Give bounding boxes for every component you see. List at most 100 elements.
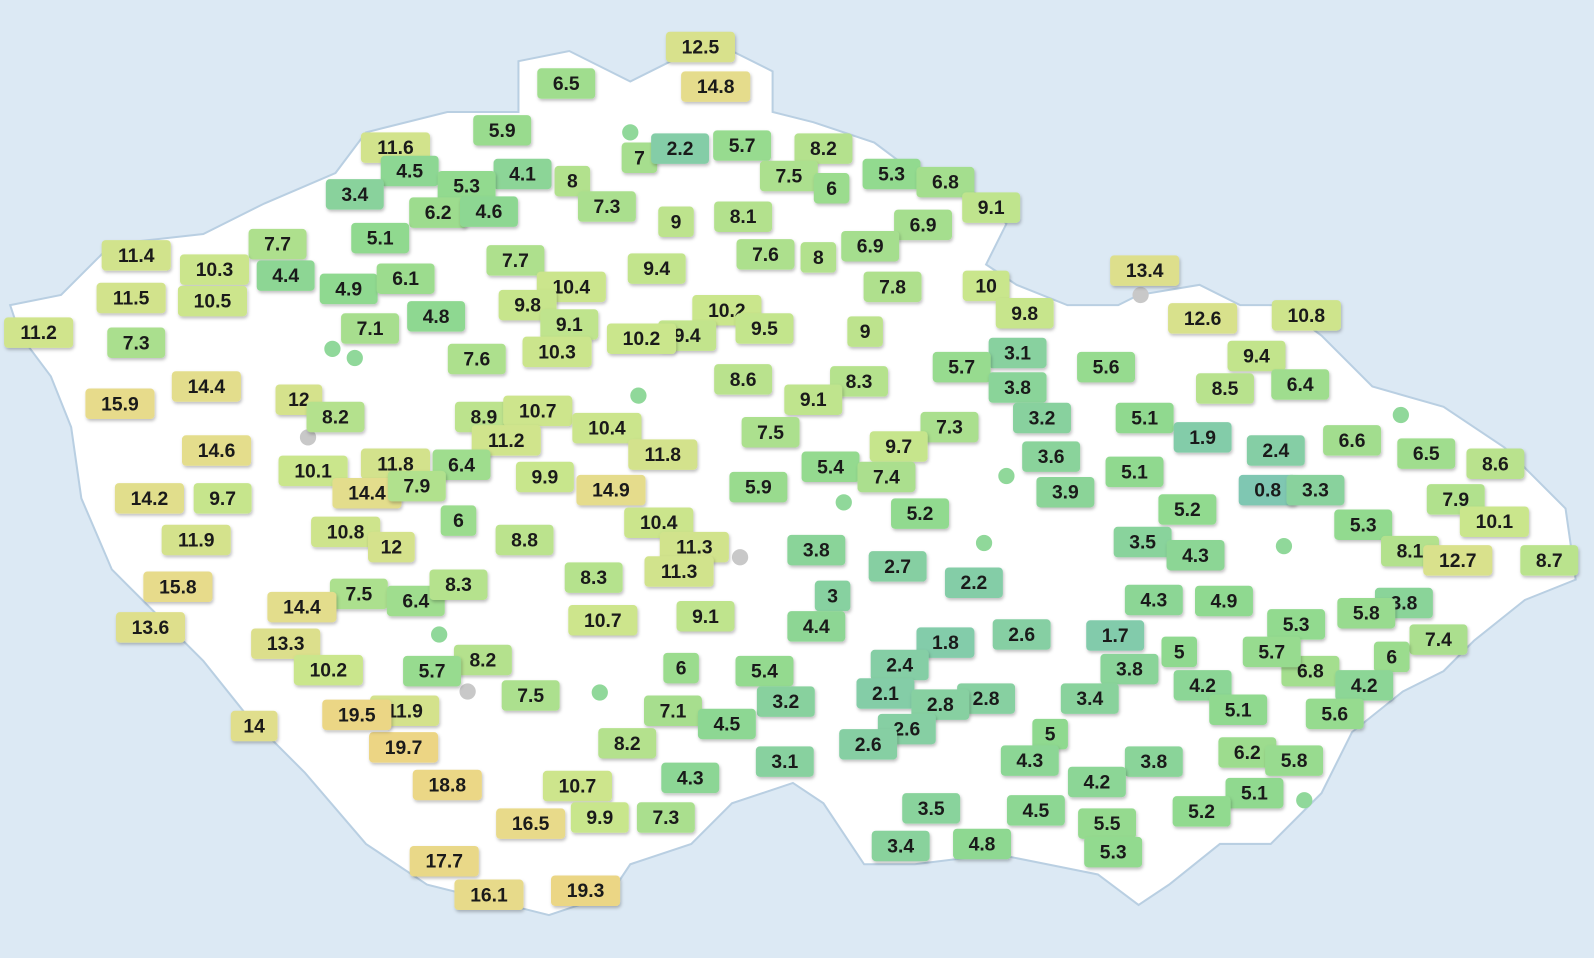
label-box (403, 655, 462, 687)
label-box (1323, 425, 1382, 456)
label-value: 3.4 (341, 185, 368, 206)
label-value: 7.5 (757, 423, 784, 444)
label-box (1196, 373, 1254, 404)
label-value: 10.4 (553, 277, 591, 298)
station-label: 9.4 (627, 253, 686, 284)
label-value: 6.9 (910, 215, 937, 236)
station-label: 5.9 (729, 471, 788, 503)
label-box (1100, 653, 1159, 685)
label-value: 5.3 (878, 165, 905, 186)
station-label: 3 (814, 580, 851, 612)
station-label: 10.3 (522, 336, 592, 368)
label-value: 10.8 (327, 522, 365, 543)
label-box (665, 31, 735, 63)
label-box (1067, 766, 1126, 798)
label-value: 9.4 (674, 326, 701, 347)
station-label: 8 (554, 165, 591, 197)
label-value: 8.6 (1482, 454, 1509, 475)
label-value: 5 (1045, 725, 1056, 746)
label-box (454, 879, 524, 911)
label-box (714, 201, 773, 232)
station-label: 10.4 (572, 412, 642, 444)
station-label: 2.1 (856, 678, 915, 709)
label-box (230, 710, 278, 742)
label-value: 7.3 (123, 333, 150, 354)
label-box (429, 569, 488, 600)
label-value: 11.8 (645, 445, 682, 466)
label-box (920, 411, 979, 443)
station-label: 3.1 (988, 337, 1047, 369)
label-box (661, 762, 720, 794)
label-value: 8 (567, 172, 578, 193)
label-value: 8.2 (810, 139, 837, 160)
label-box (1060, 683, 1119, 714)
station-label: 9.5 (735, 313, 794, 344)
label-box (841, 230, 900, 262)
label-value: 7.9 (1442, 490, 1469, 511)
station-label: 3.4 (871, 830, 930, 862)
label-box (387, 470, 446, 502)
label-box (663, 652, 699, 684)
label-box (606, 323, 677, 354)
station-label: 5.3 (1267, 609, 1326, 640)
label-box (1105, 456, 1164, 488)
label-value: 9.4 (1243, 347, 1270, 368)
station-label: 7.1 (341, 313, 400, 344)
label-value: 7.3 (593, 197, 620, 218)
label-box (644, 556, 714, 587)
label-value: 1.9 (1189, 428, 1216, 449)
station-label: 6 (813, 173, 850, 204)
station-label: 9.1 (540, 309, 599, 340)
label-value: 5.7 (419, 662, 446, 683)
station-label: 8.2 (306, 401, 365, 433)
station-label: 7.5 (741, 416, 800, 448)
label-box (992, 619, 1051, 650)
station-label: 5.6 (1305, 698, 1364, 730)
label-box (143, 571, 213, 603)
station-label: 10.8 (1271, 300, 1341, 331)
station-label: 8.3 (564, 562, 623, 593)
label-box (988, 337, 1047, 369)
station-label: 6.9 (841, 230, 900, 262)
label-value: 3.1 (1004, 343, 1031, 364)
label-value: 8.8 (511, 531, 538, 552)
label-box (988, 372, 1047, 403)
label-box (1173, 422, 1232, 453)
label-value: 11.5 (113, 289, 150, 310)
label-value: 3.5 (1129, 533, 1156, 554)
label-value: 8.2 (614, 734, 641, 755)
label-value: 10.4 (588, 419, 626, 440)
label-value: 5.7 (948, 358, 975, 379)
label-value: 5.1 (1121, 462, 1148, 483)
label-box (1337, 597, 1396, 629)
station-label: 2.6 (839, 729, 898, 760)
label-box (1022, 441, 1081, 472)
label-box (1305, 698, 1364, 730)
label-value: 9 (671, 212, 682, 233)
station-label: 8.8 (495, 524, 554, 556)
station-label: 6 (1373, 641, 1410, 673)
label-value: 9.4 (643, 259, 670, 280)
station-label: 14.2 (114, 483, 185, 514)
station-label: 14 (230, 710, 278, 742)
label-value: 4.2 (1083, 772, 1110, 793)
label-box (577, 191, 636, 222)
station-label: 4.5 (697, 708, 756, 740)
label-value: 19.3 (567, 881, 605, 902)
station-label: 12.5 (665, 31, 735, 63)
label-value: 7 (634, 148, 645, 169)
label-box (894, 209, 953, 241)
label-box (278, 455, 348, 487)
station-label: 5.7 (932, 351, 991, 383)
label-value: 10.3 (196, 260, 234, 281)
label-box (107, 327, 166, 359)
label-box (1006, 795, 1065, 826)
label-value: 7.3 (936, 418, 963, 439)
label-value: 19.7 (385, 738, 423, 759)
station-label: 10.1 (278, 455, 348, 487)
label-box (447, 343, 506, 375)
station-label: 5.2 (1158, 494, 1217, 525)
label-box (659, 531, 729, 563)
station-label: 6.2 (409, 197, 468, 228)
label-value: 4.8 (423, 307, 450, 328)
